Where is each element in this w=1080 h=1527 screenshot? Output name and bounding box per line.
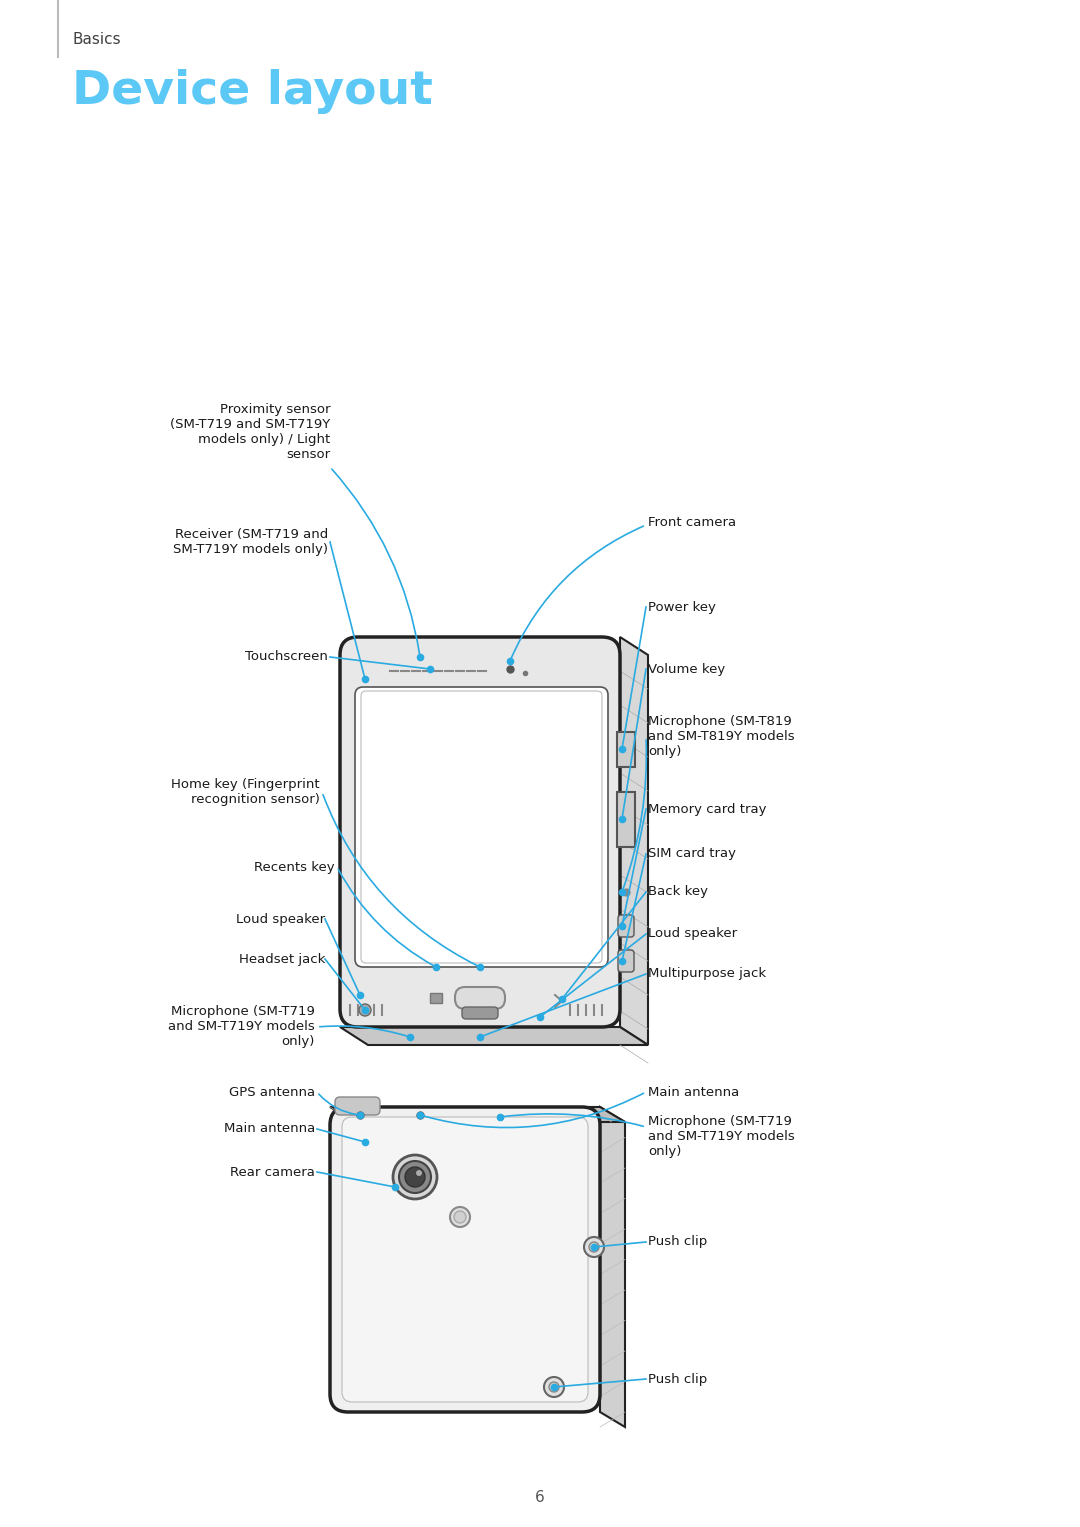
Circle shape [359, 1003, 372, 1015]
FancyBboxPatch shape [330, 1107, 600, 1412]
Text: Loud speaker: Loud speaker [648, 927, 738, 941]
FancyBboxPatch shape [618, 950, 634, 973]
Circle shape [584, 1237, 604, 1257]
Circle shape [450, 1206, 470, 1228]
Text: Main antenna: Main antenna [224, 1122, 315, 1136]
Circle shape [399, 1161, 431, 1193]
FancyBboxPatch shape [361, 692, 602, 964]
FancyBboxPatch shape [342, 1116, 588, 1402]
Circle shape [416, 1170, 422, 1176]
Text: Touchscreen: Touchscreen [245, 651, 328, 664]
Text: Basics: Basics [72, 32, 121, 47]
Circle shape [589, 1241, 599, 1252]
Text: Device layout: Device layout [72, 70, 433, 115]
Polygon shape [330, 1107, 625, 1122]
Text: Push clip: Push clip [648, 1373, 707, 1385]
Text: Back key: Back key [648, 886, 708, 898]
Text: GPS antenna: GPS antenna [229, 1086, 315, 1098]
Circle shape [393, 1154, 437, 1199]
Text: Memory card tray: Memory card tray [648, 803, 767, 815]
Text: Loud speaker: Loud speaker [235, 913, 325, 925]
Circle shape [405, 1167, 426, 1186]
Text: Main antenna: Main antenna [648, 1086, 739, 1098]
Text: Receiver (SM-T719 and
SM-T719Y models only): Receiver (SM-T719 and SM-T719Y models on… [173, 528, 328, 556]
FancyBboxPatch shape [462, 1006, 498, 1019]
Text: Front camera: Front camera [648, 516, 737, 528]
Text: Proximity sensor
(SM-T719 and SM-T719Y
models only) / Light
sensor: Proximity sensor (SM-T719 and SM-T719Y m… [170, 403, 330, 461]
Text: Home key (Fingerprint
recognition sensor): Home key (Fingerprint recognition sensor… [172, 777, 320, 806]
Text: Push clip: Push clip [648, 1235, 707, 1249]
Circle shape [549, 1382, 559, 1393]
Text: SIM card tray: SIM card tray [648, 847, 735, 861]
Circle shape [454, 1211, 465, 1223]
FancyBboxPatch shape [355, 687, 608, 967]
FancyBboxPatch shape [455, 986, 505, 1009]
Text: Recents key: Recents key [255, 861, 335, 873]
Polygon shape [620, 637, 648, 1044]
Bar [430, 993, 442, 1003]
Text: Headset jack: Headset jack [239, 953, 325, 965]
Text: Microphone (SM-T719
and SM-T719Y models
only): Microphone (SM-T719 and SM-T719Y models … [648, 1116, 795, 1159]
Text: 6: 6 [535, 1489, 545, 1504]
FancyBboxPatch shape [618, 915, 634, 938]
Text: Microphone (SM-T819
and SM-T819Y models
only): Microphone (SM-T819 and SM-T819Y models … [648, 716, 795, 759]
FancyBboxPatch shape [340, 637, 620, 1028]
Text: Volume key: Volume key [648, 663, 726, 675]
FancyBboxPatch shape [335, 1096, 380, 1115]
Bar [617, 793, 635, 847]
Text: Power key: Power key [648, 600, 716, 614]
Circle shape [544, 1377, 564, 1397]
Bar [617, 731, 635, 767]
Text: Multipurpose jack: Multipurpose jack [648, 968, 766, 980]
Text: Microphone (SM-T719
and SM-T719Y models
only): Microphone (SM-T719 and SM-T719Y models … [168, 1005, 315, 1049]
Text: Rear camera: Rear camera [230, 1165, 315, 1179]
Polygon shape [600, 1107, 625, 1428]
Polygon shape [340, 1028, 648, 1044]
